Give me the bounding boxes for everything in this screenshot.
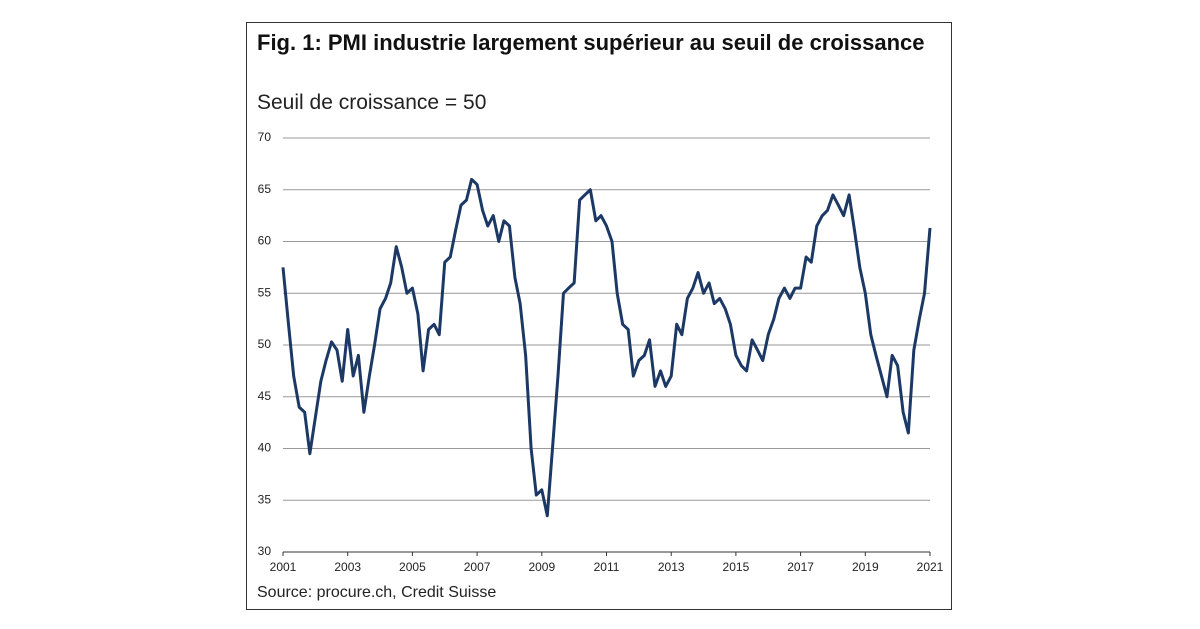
x-tick-label: 2007	[464, 560, 491, 574]
data-line	[281, 177, 932, 518]
source-note: Source: procure.ch, Credit Suisse	[257, 584, 497, 601]
x-tick-label: 2019	[852, 560, 879, 574]
x-tick-label: 2001	[270, 560, 297, 574]
chart-subtitle: Seuil de croissance = 50	[257, 91, 487, 114]
x-tick-label: 2021	[917, 560, 944, 574]
x-tick-label: 2011	[594, 560, 620, 574]
y-tick-label: 40	[258, 441, 272, 455]
y-tick-label: 70	[258, 130, 272, 144]
y-tick-label: 50	[258, 337, 272, 351]
x-tick-label: 2005	[399, 560, 426, 574]
x-tick-label: 2013	[658, 560, 685, 574]
chart-title: Fig. 1: PMI industrie largement supérieu…	[257, 30, 925, 55]
y-tick-label: 55	[258, 285, 272, 299]
y-tick-label: 35	[258, 492, 272, 506]
x-tick-label: 2009	[528, 560, 555, 574]
x-tick-label: 2003	[334, 560, 361, 574]
y-tick-label: 65	[258, 182, 272, 196]
y-tick-label: 30	[258, 544, 272, 558]
chart-frame: Fig. 1: PMI industrie largement supérieu…	[246, 22, 952, 610]
x-tick-label: 2015	[723, 560, 750, 574]
y-tick-label: 45	[258, 389, 272, 403]
x-tick-label: 2017	[787, 560, 814, 574]
y-tick-label: 60	[258, 234, 272, 248]
